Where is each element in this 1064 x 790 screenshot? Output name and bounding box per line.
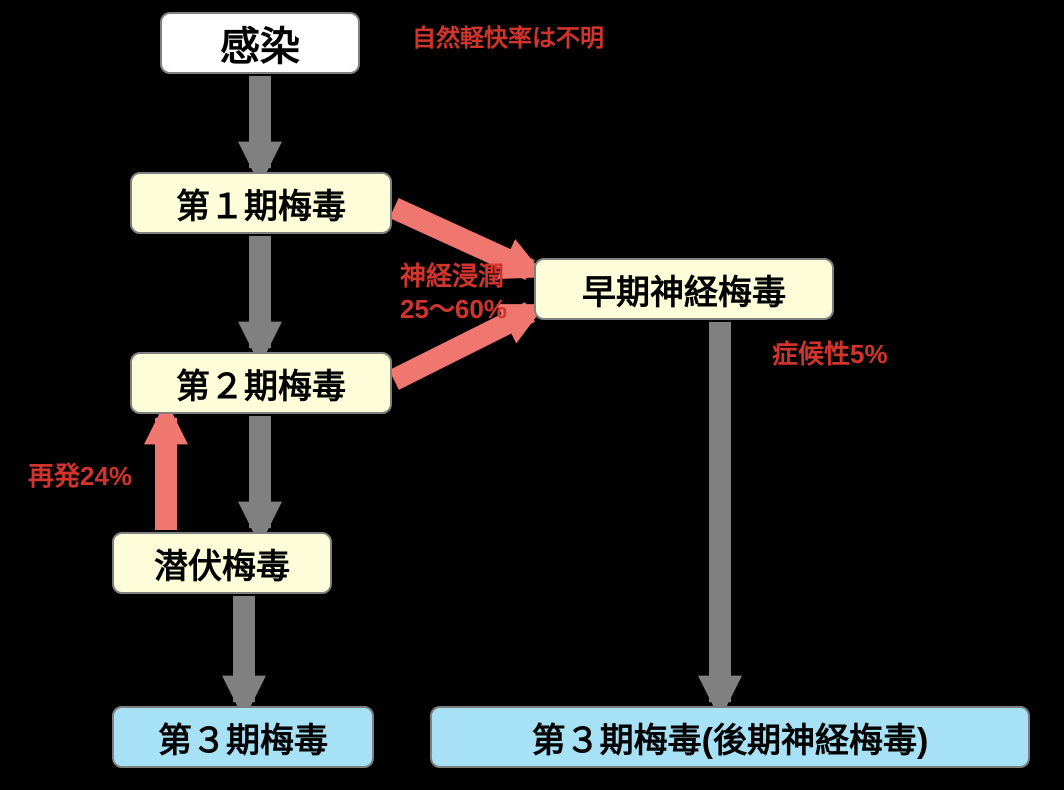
node-label: 第２期梅毒 xyxy=(176,359,346,408)
node-label: 第３期梅毒(後期神経梅毒) xyxy=(532,713,929,762)
annotation-natural-remission: 自然軽快率は不明 xyxy=(412,24,604,54)
node-stage2-syphilis: 第２期梅毒 xyxy=(130,352,392,414)
node-infection: 感染 xyxy=(160,12,360,74)
node-stage3-syphilis: 第３期梅毒 xyxy=(112,706,374,768)
node-label: 感染 xyxy=(220,14,300,72)
node-label: 第３期梅毒 xyxy=(158,713,328,762)
annotation-symptomatic: 症候性5% xyxy=(772,338,888,371)
node-label: 第１期梅毒 xyxy=(176,179,346,228)
node-early-neurosyphilis: 早期神経梅毒 xyxy=(534,258,834,320)
flowchart-canvas: 感染 第１期梅毒 第２期梅毒 潜伏梅毒 早期神経梅毒 第３期梅毒 第３期梅毒(後… xyxy=(0,0,1064,790)
node-label: 潜伏梅毒 xyxy=(154,539,290,588)
annotation-neural-invasion: 神経浸潤 25〜60% xyxy=(400,260,507,325)
node-stage3-late-neurosyphilis: 第３期梅毒(後期神経梅毒) xyxy=(430,706,1030,768)
annotation-recurrence: 再発24% xyxy=(28,460,132,493)
node-label: 早期神経梅毒 xyxy=(582,265,786,314)
node-stage1-syphilis: 第１期梅毒 xyxy=(130,172,392,234)
node-latent-syphilis: 潜伏梅毒 xyxy=(112,532,332,594)
